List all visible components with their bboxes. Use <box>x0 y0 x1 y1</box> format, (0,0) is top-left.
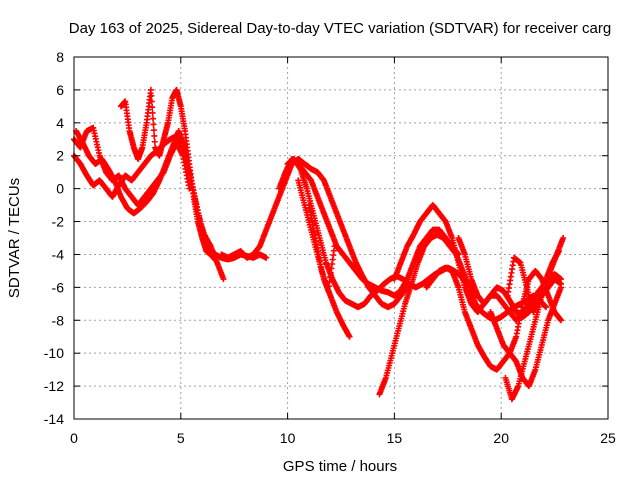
y-tick-label: -4 <box>52 246 65 262</box>
data-point <box>150 127 157 134</box>
grid-lines <box>74 57 608 419</box>
y-tick-label: -10 <box>44 345 64 361</box>
x-tick-label: 20 <box>493 430 509 446</box>
series-track-16 <box>504 248 562 316</box>
y-tick-label: 8 <box>56 49 64 65</box>
data-point <box>148 98 155 105</box>
x-tick-label: 10 <box>280 430 296 446</box>
data-points <box>71 86 567 403</box>
data-point <box>555 248 562 255</box>
series-track-3 <box>71 124 193 209</box>
plot-frame <box>73 56 609 420</box>
data-point <box>331 243 338 250</box>
y-tick-label: 0 <box>56 181 64 197</box>
y-tick-label: -2 <box>52 214 65 230</box>
data-point <box>149 104 156 111</box>
y-tick-label: 6 <box>56 82 64 98</box>
data-point <box>150 121 157 128</box>
series-track-14 <box>487 267 565 357</box>
y-tick-label: -8 <box>52 312 65 328</box>
y-axis-label: SDTVAR / TECUs <box>6 178 23 298</box>
chart-title: Day 163 of 2025, Sidereal Day-to-day VTE… <box>69 20 611 37</box>
data-point <box>543 304 550 311</box>
data-point <box>147 86 154 93</box>
x-tick-label: 15 <box>387 430 403 446</box>
y-tick-label: 4 <box>56 115 64 131</box>
data-point <box>560 235 567 241</box>
data-point <box>346 333 353 340</box>
data-point <box>151 132 158 139</box>
series-track-9 <box>305 202 338 294</box>
y-tick-label: -14 <box>44 411 64 427</box>
data-point <box>558 317 565 324</box>
x-tick-label: 25 <box>600 430 616 446</box>
series-track-2 <box>73 128 227 283</box>
x-tick-label: 0 <box>70 430 78 446</box>
series-track-4 <box>117 86 218 263</box>
x-axis-label: GPS time / hours <box>283 458 397 475</box>
data-point <box>558 281 565 288</box>
x-tick-label: 5 <box>177 430 185 446</box>
data-point <box>150 115 157 122</box>
y-tick-label: -12 <box>44 378 64 394</box>
data-point <box>263 254 270 261</box>
data-point <box>211 256 218 263</box>
y-tick-label: -6 <box>52 279 65 295</box>
data-point <box>149 109 156 116</box>
data-point <box>148 92 155 99</box>
data-point <box>220 276 227 283</box>
data-point <box>151 138 158 145</box>
y-tick-label: 2 <box>56 148 64 164</box>
